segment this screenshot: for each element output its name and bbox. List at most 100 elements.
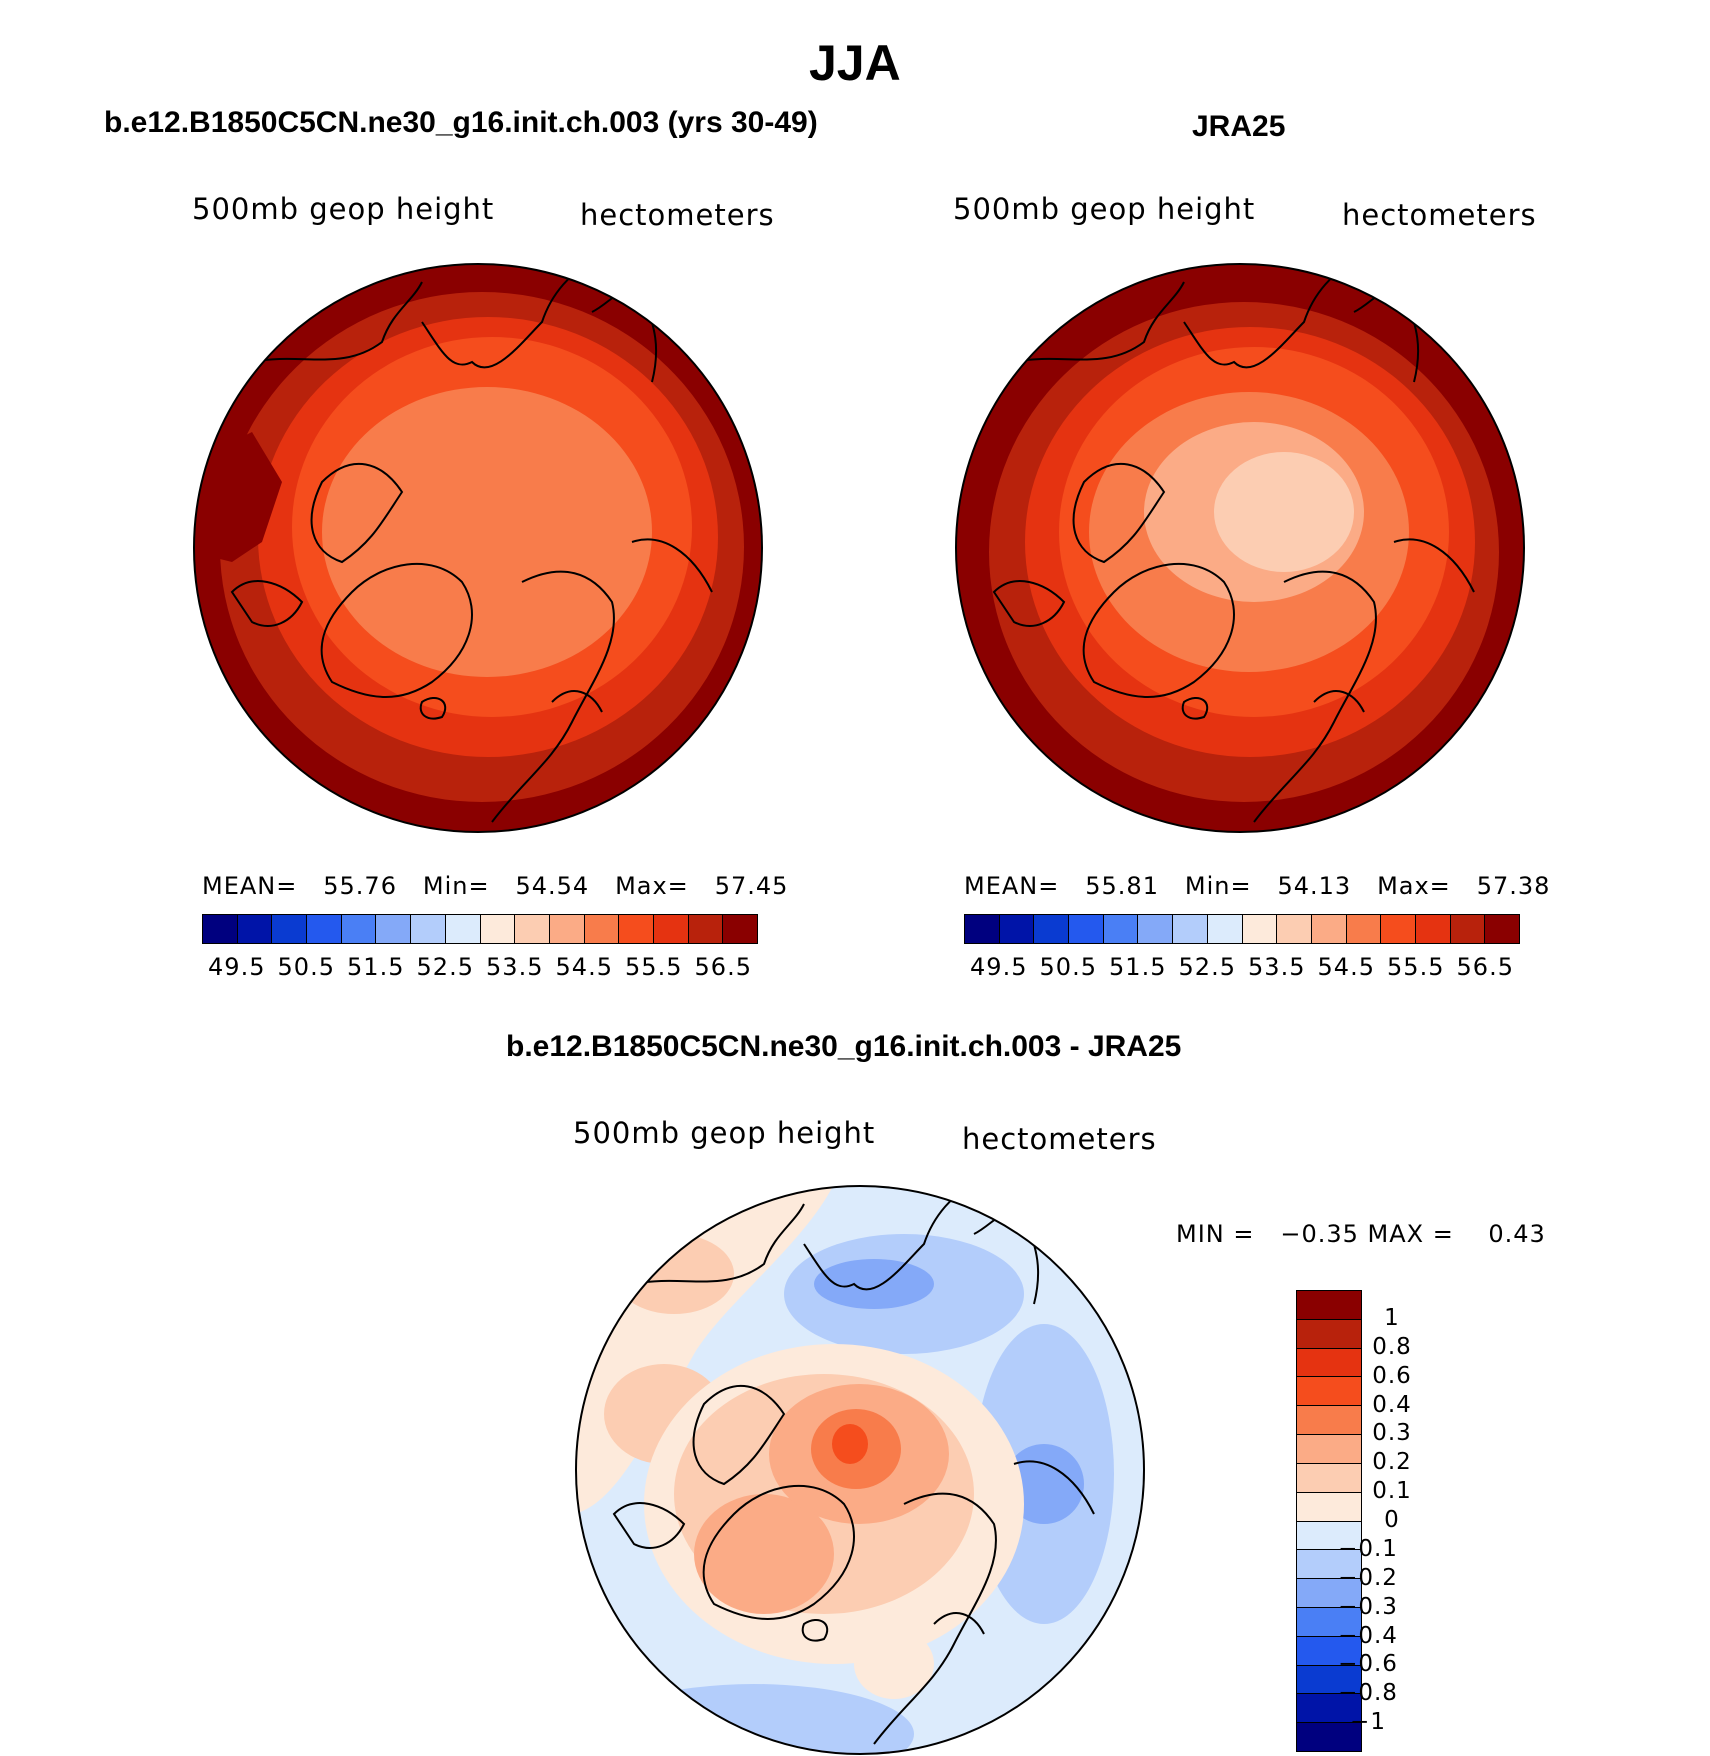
- colorbar-swatch: [688, 915, 724, 943]
- colorbar-swatch: [1297, 1636, 1361, 1666]
- max-value: 57.38: [1476, 872, 1551, 900]
- colorbar-tick-label: 54.5: [555, 953, 613, 981]
- colorbar-tick-label: 0.1: [1372, 1478, 1412, 1505]
- panel-model-units: hectometers: [580, 198, 775, 232]
- colorbar-swatch: [1297, 1348, 1361, 1378]
- max-value: 57.45: [714, 872, 789, 900]
- colorbar-tick-label: 51.5: [347, 953, 405, 981]
- colorbar-swatch: [1207, 915, 1243, 943]
- panel-obs-units: hectometers: [1342, 198, 1537, 232]
- panel-model-title: b.e12.B1850C5CN.ne30_g16.init.ch.003 (yr…: [104, 106, 818, 139]
- colorbar-tick-label: 0.6: [1372, 1362, 1412, 1389]
- colorbar-swatch: [1450, 915, 1486, 943]
- diff-colorbar: [1296, 1290, 1362, 1752]
- mean-label: MEAN=: [202, 872, 298, 900]
- colorbar-swatch: [1297, 1665, 1361, 1695]
- colorbar-swatch: [480, 915, 516, 943]
- colorbar-tick-label: 49.5: [970, 953, 1028, 981]
- colorbar-swatch: [1485, 915, 1519, 943]
- colorbar-swatch: [723, 915, 757, 943]
- colorbar-tick-label: 52.5: [416, 953, 474, 981]
- colorbar-swatch: [1297, 1694, 1361, 1724]
- colorbar-swatch: [584, 915, 620, 943]
- colorbar-swatch: [1297, 1723, 1361, 1751]
- colorbar-swatch: [1311, 915, 1347, 943]
- colorbar-tick-label: −0.2: [1338, 1564, 1398, 1591]
- colorbar-swatch: [1297, 1377, 1361, 1407]
- panel-diff-units: hectometers: [962, 1122, 1157, 1156]
- model-colorbar-ticks: 49.5 50.5 51.5 52.5 53.5 54.5 55.5 56.5: [202, 953, 758, 983]
- colorbar-swatch: [1297, 1319, 1361, 1349]
- colorbar-swatch: [272, 915, 308, 943]
- colorbar-tick-label: −0.3: [1338, 1593, 1398, 1620]
- colorbar-swatch: [1138, 915, 1174, 943]
- diff-polar-map: [575, 1185, 1145, 1755]
- figure-title: JJA: [809, 35, 901, 91]
- colorbar-swatch: [203, 915, 238, 943]
- colorbar-tick-label: 0.3: [1372, 1420, 1412, 1447]
- colorbar-swatch: [237, 915, 273, 943]
- mean-value: 55.81: [1085, 872, 1159, 900]
- colorbar-tick-label: 53.5: [486, 953, 544, 981]
- colorbar-swatch: [1069, 915, 1104, 943]
- colorbar-tick-label: 54.5: [1317, 953, 1375, 981]
- colorbar-tick-label: 50.5: [1039, 953, 1097, 981]
- colorbar-tick-label: 56.5: [694, 953, 752, 981]
- colorbar-tick-label: 56.5: [1456, 953, 1514, 981]
- panel-diff-title: b.e12.B1850C5CN.ne30_g16.init.ch.003 - J…: [506, 1030, 1182, 1063]
- panel-obs-variable: 500mb geop height: [953, 192, 1256, 226]
- colorbar-tick-label: −0.6: [1338, 1651, 1398, 1678]
- obs-colorbar: [964, 914, 1520, 944]
- panel-model-variable: 500mb geop height: [192, 192, 495, 226]
- min-value: 54.13: [1277, 872, 1352, 900]
- colorbar-tick-label: 53.5: [1248, 953, 1306, 981]
- colorbar-swatch: [1034, 915, 1070, 943]
- colorbar-tick-label: 0.4: [1372, 1391, 1412, 1418]
- colorbar-swatch: [1297, 1550, 1361, 1580]
- diff-colorbar-ticks: 1 0.8 0.6 0.4 0.3 0.2 0.1 0 −0.1 −0.2 −0.3 −0.4 −0.6…: [1338, 1290, 1468, 1750]
- colorbar-tick-label: −0.4: [1338, 1622, 1398, 1649]
- colorbar-swatch: [1297, 1607, 1361, 1637]
- colorbar-tick-label: 55.5: [625, 953, 683, 981]
- min-label: Min=: [1184, 872, 1252, 900]
- colorbar-swatch: [1297, 1463, 1361, 1493]
- obs-polar-map: [955, 263, 1525, 833]
- max-label: Max=: [1377, 872, 1451, 900]
- panel-diff-variable: 500mb geop height: [573, 1116, 876, 1150]
- model-polar-map: [193, 263, 763, 833]
- panel-obs-stats: MEAN= 55.81 Min= 54.13 Max= 57.38: [964, 872, 1550, 900]
- colorbar-swatch: [445, 915, 481, 943]
- colorbar-swatch: [1297, 1435, 1361, 1464]
- colorbar-tick-label: 49.5: [208, 953, 266, 981]
- mean-value: 55.76: [323, 872, 397, 900]
- colorbar-swatch: [1297, 1291, 1361, 1320]
- panel-model-stats: MEAN= 55.76 Min= 54.54 Max= 57.45: [202, 872, 788, 900]
- colorbar-tick-label: 51.5: [1109, 953, 1167, 981]
- colorbar-swatch: [1297, 1579, 1361, 1608]
- colorbar-swatch: [1297, 1406, 1361, 1436]
- colorbar-tick-label: 50.5: [277, 953, 335, 981]
- mean-label: MEAN=: [964, 872, 1060, 900]
- colorbar-swatch: [411, 915, 446, 943]
- colorbar-swatch: [515, 915, 550, 943]
- colorbar-tick-label: −0.1: [1338, 1535, 1398, 1562]
- colorbar-swatch: [307, 915, 342, 943]
- colorbar-tick-label: 0.8: [1372, 1333, 1412, 1360]
- colorbar-tick-label: 52.5: [1178, 953, 1236, 981]
- colorbar-swatch: [549, 915, 585, 943]
- panel-diff-stats: MIN = −0.35 MAX = 0.43: [1176, 1220, 1546, 1248]
- colorbar-tick-label: 0.2: [1372, 1449, 1412, 1476]
- colorbar-swatch: [1242, 915, 1278, 943]
- colorbar-tick-label: −0.8: [1338, 1680, 1398, 1707]
- colorbar-swatch: [999, 915, 1035, 943]
- colorbar-swatch: [1297, 1492, 1361, 1522]
- colorbar-tick-label: 55.5: [1387, 953, 1445, 981]
- min-label: Min=: [422, 872, 490, 900]
- colorbar-tick-label: 1: [1384, 1304, 1400, 1331]
- colorbar-swatch: [1103, 915, 1139, 943]
- obs-colorbar-ticks: 49.5 50.5 51.5 52.5 53.5 54.5 55.5 56.5: [964, 953, 1520, 983]
- colorbar-swatch: [1277, 915, 1312, 943]
- model-colorbar: [202, 914, 758, 944]
- colorbar-swatch: [1297, 1521, 1361, 1551]
- colorbar-swatch: [965, 915, 1000, 943]
